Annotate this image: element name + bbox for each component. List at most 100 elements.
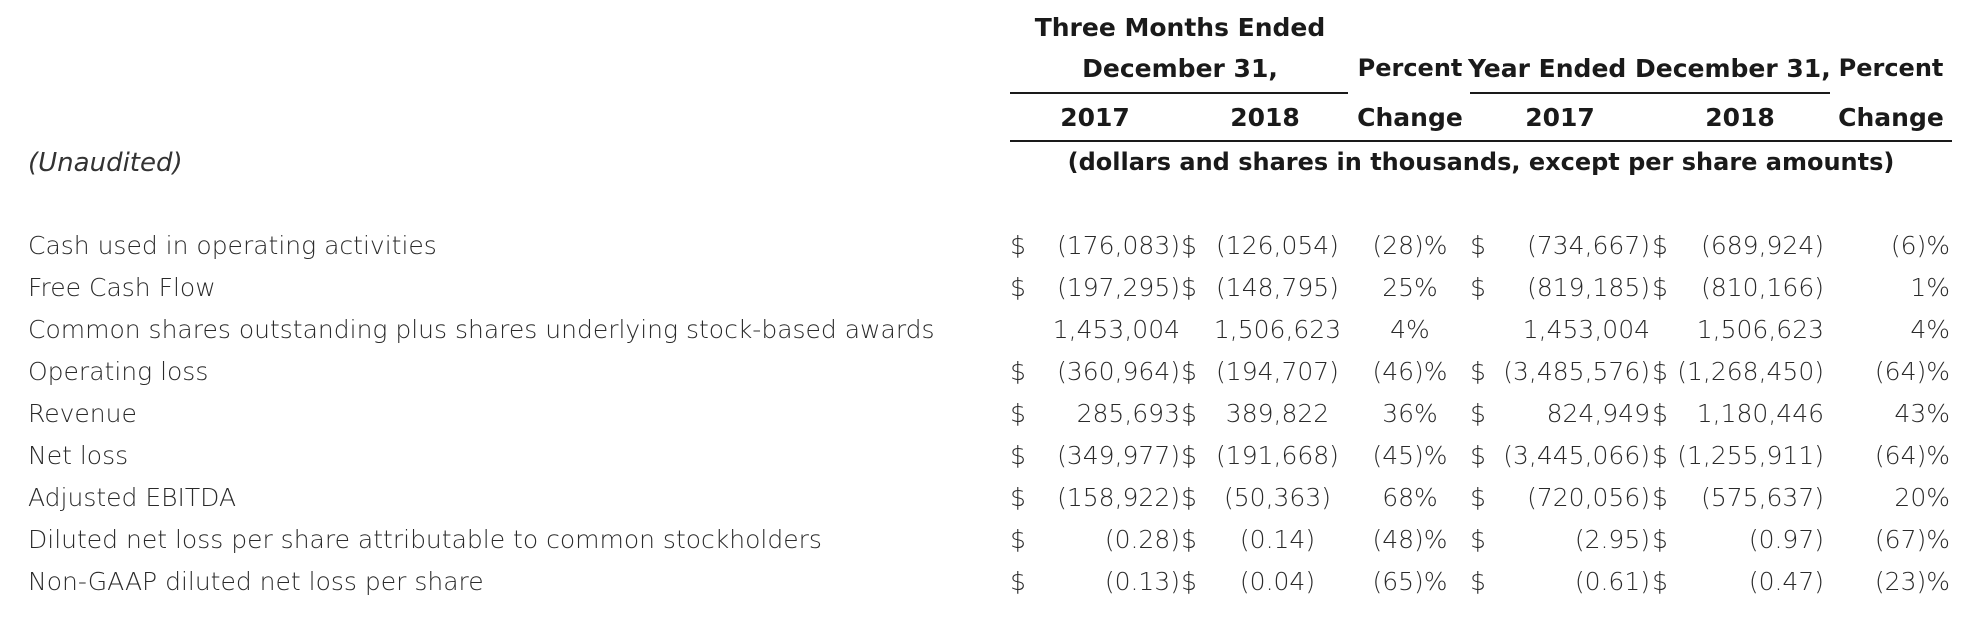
dollar-sign: $ (1181, 525, 1197, 554)
q2018-value: (0.14) (1239, 525, 1316, 554)
dollar-sign: $ (1470, 273, 1486, 302)
q2018-value: (50,363) (1224, 483, 1331, 512)
dollar-sign: $ (1652, 525, 1668, 554)
dollar-sign: $ (1470, 441, 1486, 470)
dollar-sign: $ (1652, 273, 1668, 302)
header-percent-change-2-line1: Percent (1838, 54, 1944, 82)
header-y-2018: 2018 (1705, 103, 1775, 132)
pct-change-y: (64)% (1874, 441, 1950, 470)
row-label: Operating loss (28, 357, 209, 386)
header-q-2017: 2017 (1060, 103, 1130, 132)
row-label: Free Cash Flow (28, 273, 216, 302)
dollar-sign: $ (1652, 357, 1668, 386)
y2017-value: (0.61) (1574, 567, 1650, 596)
header-three-months-line2: December 31, (1082, 54, 1278, 83)
pct-change-q: (46)% (1372, 357, 1448, 386)
header-percent-change-1-line1: Percent (1357, 54, 1463, 82)
dollar-sign: $ (1652, 483, 1668, 512)
y2018-value: (689,924) (1701, 231, 1824, 260)
dollar-sign: $ (1470, 525, 1486, 554)
pct-change-q: (45)% (1372, 441, 1448, 470)
dollar-sign: $ (1470, 399, 1486, 428)
y2018-value: (0.47) (1748, 567, 1824, 596)
dollar-sign: $ (1652, 399, 1668, 428)
q2018-value: 1,506,623 (1213, 315, 1342, 344)
header-bottom-rule (1010, 140, 1952, 142)
dollar-sign: $ (1010, 231, 1026, 260)
pct-change-q: 4% (1390, 315, 1430, 344)
q2018-value: 389,822 (1225, 399, 1330, 428)
table-row: Operating loss $ (360,964) $ (194,707) (46)% $… (0, 351, 1970, 393)
pct-change-q: (65)% (1372, 567, 1448, 596)
y2018-value: (1,268,450) (1677, 357, 1824, 386)
header-year-ended-underline (1470, 92, 1830, 94)
q2017-value: (349,977) (1057, 441, 1180, 470)
q2017-value: (158,922) (1057, 483, 1180, 512)
dollar-sign: $ (1470, 483, 1486, 512)
pct-change-y: (64)% (1874, 357, 1950, 386)
header-percent-change-1-line2: Change (1357, 103, 1463, 132)
pct-change-q: (28)% (1372, 231, 1448, 260)
y2018-value: 1,180,446 (1696, 399, 1824, 428)
table-row: Diluted net loss per share attributable … (0, 519, 1970, 561)
row-label: Diluted net loss per share attributable … (28, 525, 822, 554)
pct-change-y: (23)% (1874, 567, 1950, 596)
y2017-value: 1,453,004 (1522, 315, 1650, 344)
dollar-sign: $ (1181, 357, 1197, 386)
pct-change-q: 25% (1382, 273, 1438, 302)
q2018-value: (148,795) (1216, 273, 1339, 302)
dollar-sign: $ (1470, 567, 1486, 596)
header-year-ended: Year Ended December 31, (1468, 54, 1831, 83)
q2018-value: (126,054) (1216, 231, 1339, 260)
pct-change-y: (6)% (1890, 231, 1950, 260)
dollar-sign: $ (1010, 357, 1026, 386)
pct-change-y: 43% (1894, 399, 1950, 428)
dollar-sign: $ (1181, 231, 1197, 260)
table-row: Cash used in operating activities $ (176,0… (0, 225, 1970, 267)
q2017-value: (197,295) (1057, 273, 1180, 302)
header-three-months-line1: Three Months Ended (1034, 13, 1326, 42)
dollar-sign: $ (1652, 567, 1668, 596)
table-row: Free Cash Flow $ (197,295) $ (148,795) 25% $ (8… (0, 267, 1970, 309)
y2017-value: 824,949 (1546, 399, 1650, 428)
y2018-value: 1,506,623 (1696, 315, 1824, 344)
dollar-sign: $ (1010, 525, 1026, 554)
y2018-value: (575,637) (1701, 483, 1824, 512)
row-label: Non-GAAP diluted net loss per share (28, 567, 484, 596)
dollar-sign: $ (1652, 231, 1668, 260)
table-row: Non-GAAP diluted net loss per share $ (0.1… (0, 561, 1970, 603)
row-label: Cash used in operating activities (28, 231, 437, 260)
table-row: Net loss $ (349,977) $ (191,668) (45)% $ (3,445… (0, 435, 1970, 477)
dollar-sign: $ (1181, 399, 1197, 428)
dollar-sign: $ (1181, 483, 1197, 512)
pct-change-y: 1% (1910, 273, 1950, 302)
y2017-value: (720,056) (1527, 483, 1650, 512)
row-label: Net loss (28, 441, 129, 470)
q2018-value: (191,668) (1216, 441, 1339, 470)
pct-change-y: 20% (1894, 483, 1950, 512)
header-q-2018: 2018 (1230, 103, 1300, 132)
units-caption: (dollars and shares in thousands, except… (1067, 148, 1895, 176)
q2018-value: (0.04) (1239, 567, 1316, 596)
unaudited-label: (Unaudited) (28, 148, 183, 178)
header-three-months-underline (1010, 92, 1348, 94)
q2017-value: 285,693 (1076, 399, 1180, 428)
y2017-value: (819,185) (1527, 273, 1650, 302)
dollar-sign: $ (1652, 441, 1668, 470)
table-row: Common shares outstanding plus shares un… (0, 309, 1970, 351)
dollar-sign: $ (1470, 231, 1486, 260)
q2017-value: (176,083) (1057, 231, 1180, 260)
dollar-sign: $ (1010, 273, 1026, 302)
row-label: Common shares outstanding plus shares un… (28, 315, 935, 344)
pct-change-q: 36% (1382, 399, 1438, 428)
header-y-2017: 2017 (1525, 103, 1595, 132)
pct-change-y: (67)% (1874, 525, 1950, 554)
y2017-value: (3,485,576) (1503, 357, 1650, 386)
table-row: Revenue $285,693 $389,822 36% $824,949 $1,180… (0, 393, 1970, 435)
dollar-sign: $ (1181, 273, 1197, 302)
y2018-value: (1,255,911) (1677, 441, 1824, 470)
row-label: Revenue (28, 399, 137, 428)
q2017-value: (360,964) (1057, 357, 1180, 386)
header-percent-change-2-line2: Change (1838, 103, 1944, 132)
